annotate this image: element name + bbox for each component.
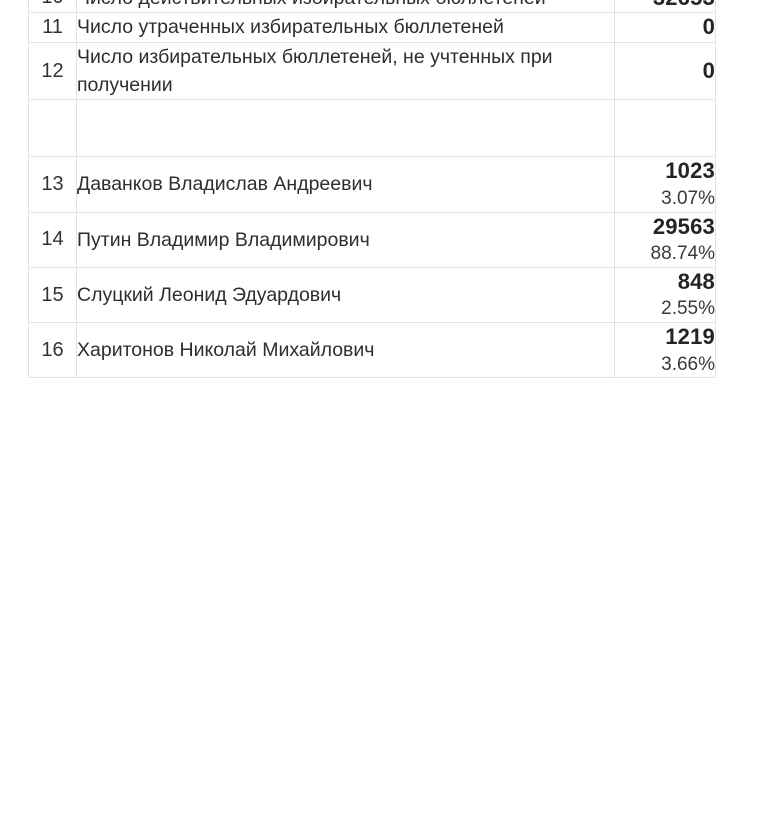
- row-index-cell: 11: [28, 12, 77, 43]
- row-index-cell: 10: [28, 0, 77, 14]
- row-index-cell: 13: [28, 156, 77, 213]
- candidate-name-cell: Слуцкий Леонид Эдуардович: [76, 266, 615, 324]
- candidate-name-cell: Даванков Владислав Андреевич: [76, 156, 615, 213]
- table-spacer-row: [28, 99, 716, 158]
- value-percent: 2.55%: [661, 298, 715, 320]
- spacer-cell-index: [28, 99, 77, 158]
- table-row: 13 Даванков Владислав Андреевич 1023 3.07%: [28, 156, 716, 213]
- row-value-cell: 848 2.55%: [614, 266, 716, 324]
- row-index-cell: 16: [28, 322, 77, 379]
- value-count: 29563: [652, 213, 715, 239]
- table-row: 12 Число избирательных бюллетеней, не учт…: [28, 41, 716, 101]
- value-count: 0: [702, 57, 715, 83]
- row-index-cell: 12: [28, 41, 77, 101]
- metric-description-cell: Число действительных избирательных бюлле…: [76, 0, 615, 14]
- value-count: 1023: [665, 158, 715, 184]
- value-count: 0: [702, 14, 715, 40]
- row-value-cell: 0: [614, 41, 716, 101]
- table-row: 10Число действительных избирательных бюл…: [28, 0, 716, 14]
- row-value-cell: 29563 88.74%: [614, 211, 716, 268]
- election-results-table: 9Число недействительных избирательных бю…: [28, 0, 716, 379]
- metric-description-cell: Число утраченных избирательных бюллетене…: [76, 12, 615, 43]
- row-value-cell: 0: [614, 12, 716, 43]
- candidate-name-cell: Путин Владимир Владимирович: [76, 211, 615, 268]
- row-value-cell: 32653: [614, 0, 716, 14]
- spacer-cell-description: [76, 99, 615, 158]
- value-count: 848: [677, 268, 715, 294]
- value-percent: 88.74%: [650, 243, 715, 265]
- table-row: 11 Число утраченных избирательных бюллете…: [28, 12, 716, 43]
- row-value-cell: 1219 3.66%: [614, 322, 716, 379]
- metric-description-cell: Число избирательных бюллетеней, не учтен…: [76, 41, 615, 101]
- row-value-cell: 1023 3.07%: [614, 156, 716, 213]
- candidate-name-cell: Харитонов Николай Михайлович: [76, 322, 615, 379]
- value-percent: 3.66%: [661, 353, 715, 375]
- table-row: 14 Путин Владимир Владимирович 29563 88.74%: [28, 211, 716, 268]
- results-table-body: 9Число недействительных избирательных бю…: [28, 0, 716, 379]
- row-index-cell: 15: [28, 266, 77, 324]
- table-row: 16 Харитонов Николай Михайлович 1219 3.66%: [28, 322, 716, 379]
- table-row: 15 Слуцкий Леонид Эдуардович 848 2.55%: [28, 266, 716, 324]
- value-count: 1219: [665, 324, 715, 350]
- spacer-cell-value: [614, 99, 716, 158]
- value-count: 32653: [615, 0, 715, 12]
- row-index-cell: 14: [28, 211, 77, 268]
- value-percent: 3.07%: [661, 187, 715, 209]
